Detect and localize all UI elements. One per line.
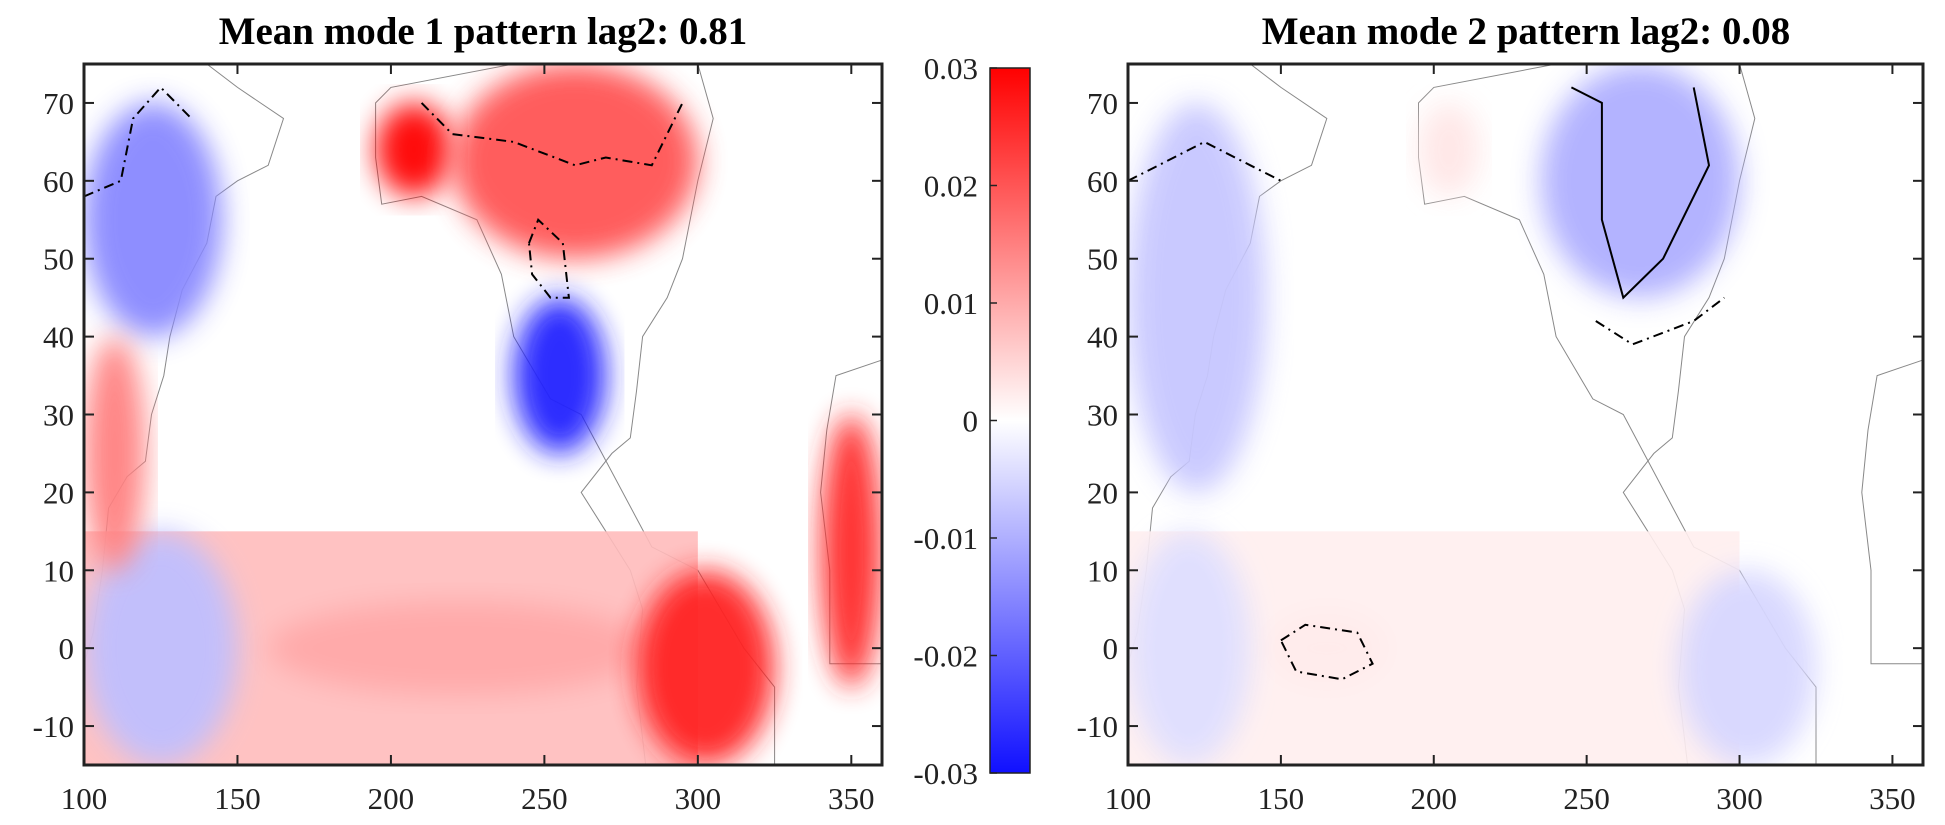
y-tick-label: 40 xyxy=(1087,320,1118,355)
colorbar-tick-label: 0 xyxy=(963,404,979,439)
contour-line xyxy=(1280,623,1374,681)
contour-line xyxy=(420,102,684,167)
panel-1-field xyxy=(84,64,882,765)
y-tick-label: 20 xyxy=(43,475,74,510)
field-canada xyxy=(452,64,698,259)
colorbar-tick-label: -0.02 xyxy=(913,639,978,674)
field-alaska xyxy=(1418,102,1480,197)
panel-2-y-axis: -10 0 10 20 30 40 50 60 70 xyxy=(1077,86,1923,744)
panel-mode-2: Mean mode 2 pattern lag2: 0.08 100 150 200… xyxy=(1077,10,1925,816)
colorbar: 0.03 0.02 0.01 0 -0.01 -0.02 -0.03 xyxy=(913,51,1031,791)
field-canada xyxy=(1540,64,1740,298)
y-tick-label: 60 xyxy=(43,164,74,199)
x-tick-label: 100 xyxy=(1105,781,1152,816)
x-tick-label: 100 xyxy=(61,781,108,816)
y-tick-label: 10 xyxy=(1087,553,1118,588)
x-tick-label: 150 xyxy=(1258,781,1305,816)
panel-1-contours xyxy=(84,85,684,299)
panel-2-title: Mean mode 2 pattern lag2: 0.08 xyxy=(1262,10,1791,53)
colorbar-ticks: 0.03 0.02 0.01 0 -0.01 -0.02 -0.03 xyxy=(913,51,997,791)
panel-1-x-axis: 100 150 200 250 300 350 xyxy=(61,64,875,816)
y-tick-label: 0 xyxy=(59,631,75,666)
field-west-pacific-cool xyxy=(1128,531,1251,765)
x-tick-label: 350 xyxy=(828,781,875,816)
x-tick-label: 200 xyxy=(368,781,415,816)
y-tick-label: 0 xyxy=(1103,631,1119,666)
panel-1-title: Mean mode 1 pattern lag2: 0.81 xyxy=(219,10,748,53)
x-tick-label: 200 xyxy=(1411,781,1458,816)
field-south-asia xyxy=(84,336,146,571)
y-tick-label: 40 xyxy=(43,320,74,355)
colorbar-tick-label: -0.03 xyxy=(913,756,978,791)
y-tick-label: -10 xyxy=(1077,709,1118,744)
field-africa-west xyxy=(820,414,882,688)
panel-1-y-axis: -10 0 10 20 30 40 50 60 70 xyxy=(33,86,882,744)
field-alaska xyxy=(375,102,453,197)
y-tick-label: -10 xyxy=(33,709,74,744)
x-tick-label: 300 xyxy=(1716,781,1763,816)
colorbar-tick-label: 0.01 xyxy=(924,286,978,321)
field-south-america xyxy=(636,570,775,765)
x-tick-label: 350 xyxy=(1869,781,1916,816)
y-tick-label: 50 xyxy=(43,242,74,277)
y-tick-label: 20 xyxy=(1087,475,1118,510)
colorbar-tick-label: 0.03 xyxy=(924,51,978,86)
y-tick-label: 70 xyxy=(43,86,74,121)
y-tick-label: 70 xyxy=(1087,86,1118,121)
colorbar-tick-label: 0.02 xyxy=(924,169,978,204)
panel-2-x-axis: 100 150 200 250 300 350 xyxy=(1105,64,1916,816)
contour-line xyxy=(528,218,571,299)
field-south-america xyxy=(1678,570,1816,765)
x-tick-label: 300 xyxy=(675,781,722,816)
contour-line xyxy=(84,85,193,198)
x-tick-label: 250 xyxy=(1563,781,1610,816)
y-tick-label: 30 xyxy=(1087,398,1118,433)
x-tick-label: 250 xyxy=(521,781,568,816)
land-africa xyxy=(1861,359,1923,665)
panel-2-field xyxy=(1128,64,1923,765)
field-east-asia xyxy=(1128,102,1266,493)
panel-mode-1: Mean mode 1 pattern lag2: 0.81 100 150 200… xyxy=(33,10,884,816)
contour-line xyxy=(1570,86,1711,300)
x-tick-label: 150 xyxy=(214,781,261,816)
y-tick-label: 60 xyxy=(1087,164,1118,199)
field-east-asia xyxy=(84,102,223,337)
y-tick-label: 10 xyxy=(43,553,74,588)
panel-2-contours xyxy=(1128,86,1725,681)
contour-line xyxy=(1128,140,1282,182)
y-tick-label: 50 xyxy=(1087,242,1118,277)
field-north-america-west xyxy=(513,297,606,454)
field-west-pacific-cool xyxy=(84,531,238,765)
colorbar-tick-label: -0.01 xyxy=(913,521,978,556)
y-tick-label: 30 xyxy=(43,398,74,433)
